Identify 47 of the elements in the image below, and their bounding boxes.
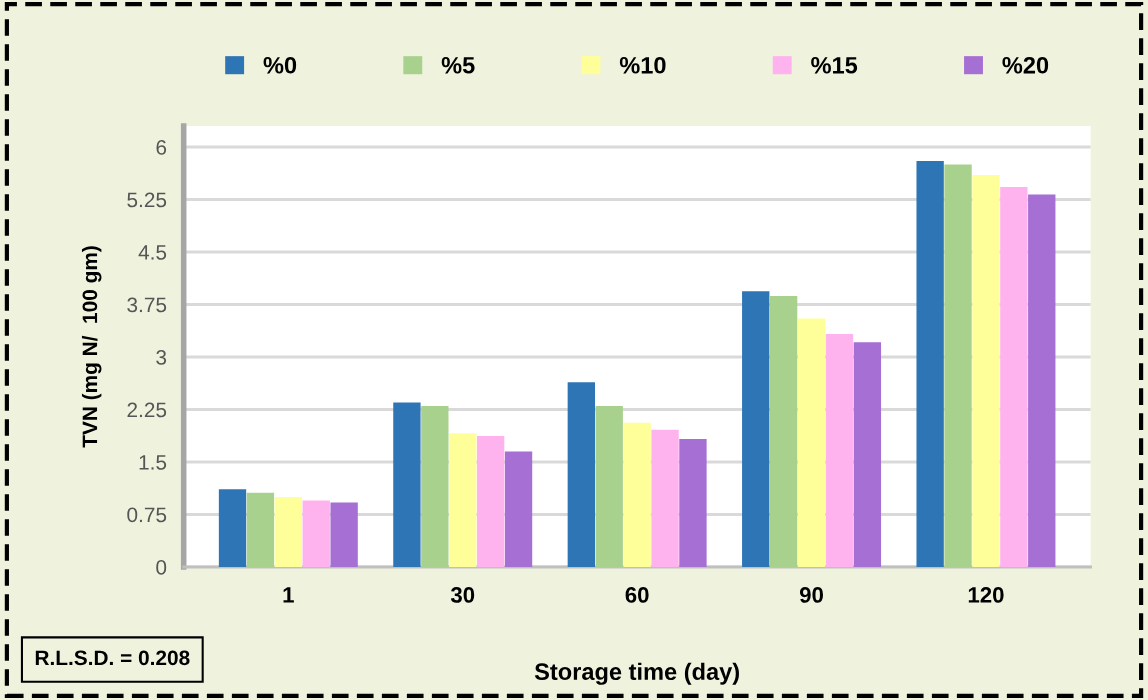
x-tick-label: 1 (283, 587, 294, 603)
bar (302, 500, 330, 567)
bar (623, 422, 651, 567)
y-tick-label: 4.5 (138, 245, 167, 260)
legend-label: %20 (1002, 56, 1049, 74)
bar (944, 164, 972, 567)
bar (476, 436, 505, 567)
bar (449, 433, 477, 567)
bar (742, 291, 770, 567)
y-tick-label: 3 (156, 350, 167, 365)
legend-label: %5 (441, 56, 475, 74)
x-tick-label: 120 (968, 587, 1004, 603)
y-tick-label: 5.25 (127, 192, 167, 208)
legend-label: %0 (263, 56, 297, 74)
bar (393, 402, 421, 567)
y-tick-label: 2.25 (127, 402, 167, 418)
y-tick-label: 0.75 (127, 507, 167, 523)
y-tick-label: 1.5 (139, 455, 167, 470)
y-tick-label: 3.75 (127, 297, 167, 313)
bar (421, 406, 449, 567)
bar (797, 318, 826, 567)
y-tick-label: 0 (156, 560, 167, 575)
x-tick-label: 60 (625, 587, 649, 603)
bar (825, 333, 854, 567)
bar (330, 502, 358, 567)
bar (651, 429, 679, 567)
bar (1000, 186, 1028, 567)
bar (679, 438, 707, 567)
y-axis-title: TVN (mg N/ 100 gm) (81, 246, 102, 448)
x-tick-label: 30 (450, 587, 475, 603)
x-tick-label: 90 (799, 587, 823, 603)
bar (769, 296, 798, 567)
bar (595, 406, 623, 567)
bar (567, 382, 595, 567)
bar (972, 175, 1000, 567)
legend-label: %15 (811, 56, 858, 74)
bar (916, 161, 944, 567)
x-axis-title: Storage time (day) (534, 662, 739, 685)
bar (504, 451, 533, 567)
legend-label: %10 (619, 56, 666, 74)
bar (853, 342, 882, 567)
text: R.L.S.D. = 0.208 (35, 650, 190, 666)
bar (218, 489, 247, 567)
y-tick-label: 6 (156, 140, 167, 155)
bar (1028, 194, 1056, 567)
bar (246, 492, 275, 567)
bar (274, 497, 302, 567)
